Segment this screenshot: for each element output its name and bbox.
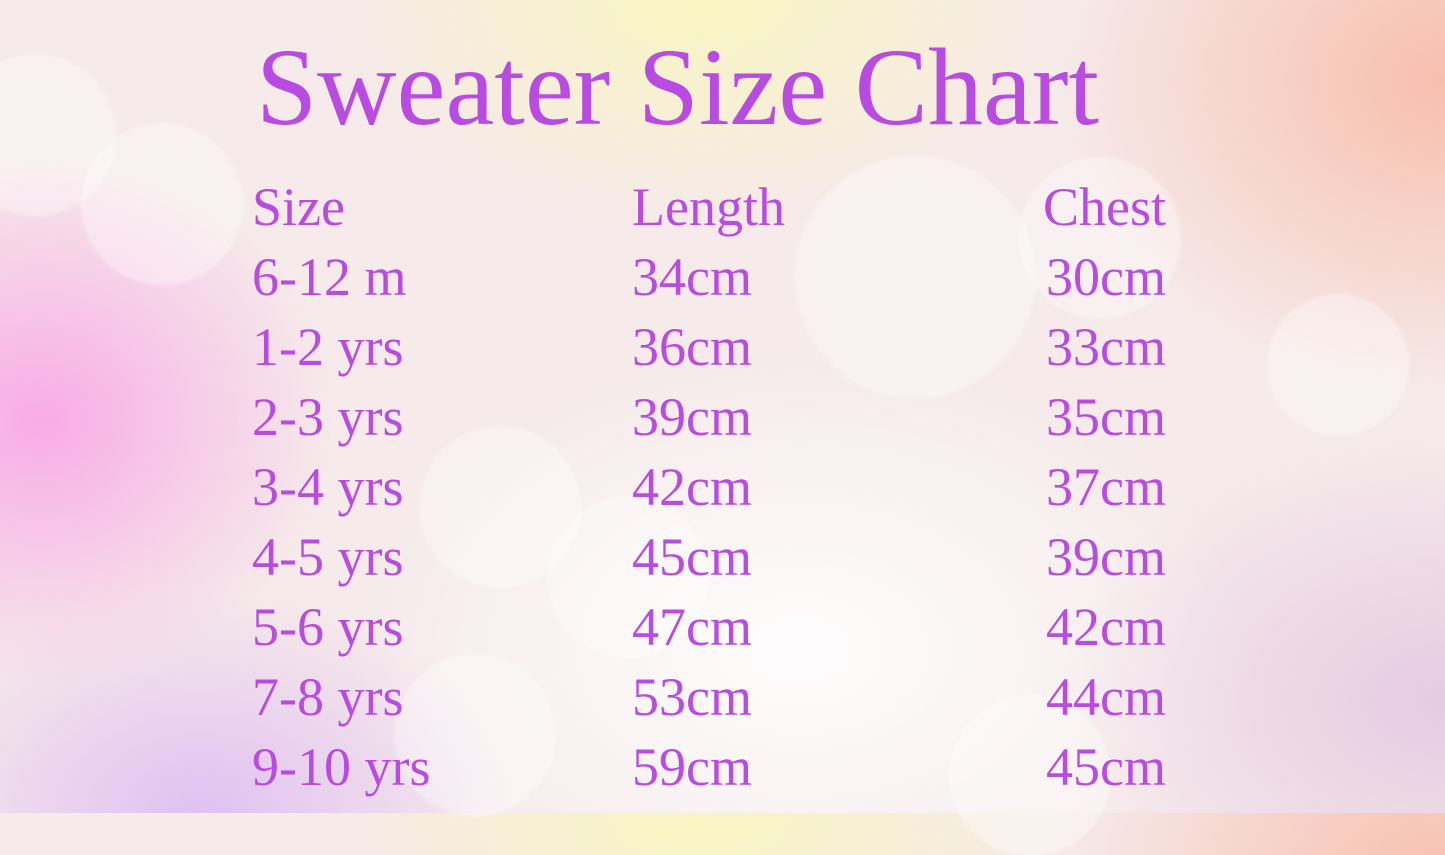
cell-size: 2-3 yrs: [252, 387, 404, 447]
bokeh-circle: [420, 427, 580, 587]
cell-length: 59cm: [632, 737, 752, 797]
bokeh-circle: [795, 157, 1035, 397]
header-size: Size: [252, 177, 345, 237]
cell-chest: 42cm: [1046, 597, 1166, 657]
bokeh-circle: [1268, 295, 1408, 435]
cell-length: 53cm: [632, 667, 752, 727]
bokeh-circle: [548, 497, 708, 657]
cell-chest: 45cm: [1046, 737, 1166, 797]
page-title: Sweater Size Chart: [256, 26, 1100, 148]
cell-size: 5-6 yrs: [252, 597, 404, 657]
cell-chest: 44cm: [1046, 667, 1166, 727]
cell-length: 39cm: [632, 387, 752, 447]
cell-chest: 30cm: [1046, 247, 1166, 307]
cell-length: 47cm: [632, 597, 752, 657]
cell-chest: 39cm: [1046, 527, 1166, 587]
cell-length: 45cm: [632, 527, 752, 587]
cell-size: 3-4 yrs: [252, 457, 404, 517]
cell-length: 34cm: [632, 247, 752, 307]
cell-chest: 35cm: [1046, 387, 1166, 447]
cell-length: 42cm: [632, 457, 752, 517]
header-length: Length: [632, 177, 785, 237]
bokeh-circle: [395, 655, 555, 815]
cell-size: 1-2 yrs: [252, 317, 404, 377]
bokeh-circle: [1020, 158, 1180, 318]
cell-chest: 33cm: [1046, 317, 1166, 377]
cell-chest: 37cm: [1046, 457, 1166, 517]
cell-size: 9-10 yrs: [252, 737, 431, 797]
cell-size: 4-5 yrs: [252, 527, 404, 587]
cell-size: 6-12 m: [252, 247, 407, 307]
cell-length: 36cm: [632, 317, 752, 377]
cell-size: 7-8 yrs: [252, 667, 404, 727]
bokeh-circle: [82, 124, 242, 284]
header-chest: Chest: [1042, 177, 1166, 237]
